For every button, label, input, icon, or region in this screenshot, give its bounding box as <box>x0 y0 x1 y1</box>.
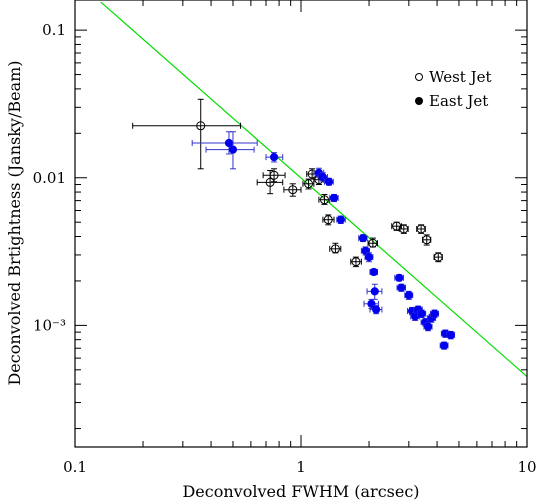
point-marker-open <box>433 252 443 262</box>
legend-marker-west <box>415 73 423 81</box>
data-point <box>132 98 242 170</box>
point-marker-open <box>399 224 409 234</box>
point-marker-open <box>323 215 333 225</box>
y-axis-title: Deconvolved Brtightness (Jansky/Beam) <box>5 60 24 385</box>
data-point <box>422 234 432 246</box>
data-point <box>416 224 426 234</box>
data-point <box>423 322 433 332</box>
data-point <box>262 168 286 183</box>
data-point <box>394 273 404 282</box>
point-marker-open <box>351 257 361 267</box>
point-marker-open <box>265 177 275 187</box>
point-marker-filled <box>336 215 345 224</box>
data-point <box>391 221 402 231</box>
data-point <box>369 305 383 315</box>
point-marker-filled <box>358 234 368 243</box>
y-tick-label: 10⁻³ <box>33 316 66 334</box>
data-point <box>205 131 255 170</box>
data-point <box>358 234 368 243</box>
data-point <box>323 177 334 186</box>
legend-label-east: East Jet <box>429 92 488 110</box>
data-point <box>283 183 302 197</box>
data-point <box>322 214 335 226</box>
point-marker-filled <box>329 193 339 203</box>
tick-layer <box>74 0 528 447</box>
point-marker-filled <box>372 305 381 314</box>
data-point <box>367 237 378 248</box>
data-point <box>417 309 427 319</box>
point-marker-open <box>269 170 279 180</box>
point-marker-filled <box>269 153 279 162</box>
x-tick-label: 10 <box>517 458 536 476</box>
point-marker-filled <box>423 322 433 331</box>
point-marker-open <box>368 238 378 248</box>
point-marker-filled <box>397 283 406 292</box>
x-axis-title: Deconvolved FWHM (arcsec) <box>182 482 419 501</box>
series-east-jet <box>191 131 456 350</box>
point-marker-filled <box>417 309 426 318</box>
point-marker-filled <box>228 145 238 154</box>
point-marker-filled <box>224 138 234 148</box>
data-point <box>369 267 378 277</box>
data-point <box>336 215 346 224</box>
point-marker-filled <box>446 330 455 340</box>
data-point <box>429 309 440 319</box>
legend-label-west: West Jet <box>429 68 491 86</box>
data-point <box>306 168 319 180</box>
data-point <box>329 242 342 254</box>
y-tick-label: 0.01 <box>33 169 66 187</box>
data-point <box>318 194 331 205</box>
x-tick-label: 1 <box>296 458 306 476</box>
point-marker-filled <box>318 173 328 182</box>
data-point <box>446 330 456 340</box>
series-west-jet <box>132 98 443 268</box>
data-point <box>433 252 443 263</box>
data-point <box>265 152 284 163</box>
point-marker-open <box>304 179 314 189</box>
data-point <box>398 224 409 234</box>
legend: West Jet East Jet <box>415 68 491 110</box>
point-marker-open <box>330 244 340 254</box>
data-point <box>256 169 284 195</box>
fit-line-layer <box>100 1 528 378</box>
data-point <box>364 252 374 263</box>
data-point <box>350 256 362 268</box>
point-marker-open <box>319 195 329 205</box>
point-marker-open <box>196 121 206 131</box>
data-point <box>329 193 339 203</box>
legend-marker-east <box>415 97 423 105</box>
data-point <box>404 290 414 300</box>
data-point <box>439 341 449 350</box>
data-layer <box>132 98 456 350</box>
tick-label-layer: 0.1 1 10 0.1 0.01 10⁻³ <box>33 21 537 476</box>
y-tick-label: 0.1 <box>42 21 66 39</box>
point-marker-filled <box>440 341 449 350</box>
x-tick-label: 0.1 <box>63 458 87 476</box>
fit-line <box>100 1 528 378</box>
point-marker-open <box>288 185 298 195</box>
point-marker-filled <box>364 253 374 262</box>
point-marker-filled <box>395 273 404 282</box>
point-marker-filled <box>369 267 378 277</box>
point-marker-filled <box>404 291 413 300</box>
point-marker-filled <box>430 309 439 318</box>
data-point <box>396 283 407 292</box>
point-marker-filled <box>324 177 334 186</box>
point-marker-open <box>422 235 432 245</box>
point-marker-open <box>416 224 426 234</box>
point-marker-filled <box>370 287 379 296</box>
